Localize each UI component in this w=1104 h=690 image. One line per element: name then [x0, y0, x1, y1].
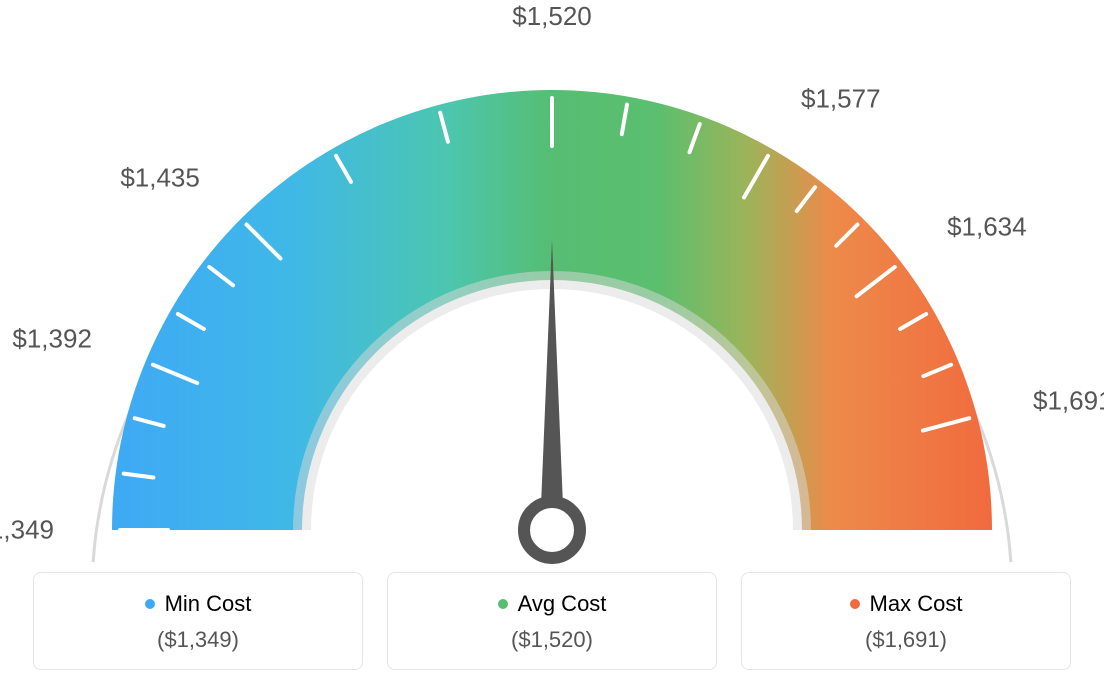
legend-title-min: Min Cost	[145, 591, 252, 617]
gauge-tick-label: $1,435	[120, 162, 200, 193]
gauge-tick-label: $1,392	[12, 324, 92, 355]
legend-value-min: ($1,349)	[44, 627, 352, 653]
legend-title-max-text: Max Cost	[870, 591, 963, 617]
legend-title-max: Max Cost	[850, 591, 963, 617]
legend-title-avg-text: Avg Cost	[518, 591, 607, 617]
legend-box-avg: Avg Cost ($1,520)	[387, 572, 717, 670]
legend: Min Cost ($1,349) Avg Cost ($1,520) Max …	[0, 572, 1104, 670]
legend-title-min-text: Min Cost	[165, 591, 252, 617]
legend-title-avg: Avg Cost	[498, 591, 607, 617]
gauge-tick-label: $1,691	[1033, 386, 1104, 417]
dot-icon-min	[145, 599, 155, 609]
legend-value-avg: ($1,520)	[398, 627, 706, 653]
legend-box-max: Max Cost ($1,691)	[741, 572, 1071, 670]
gauge-svg	[22, 20, 1082, 580]
gauge-tick-label: $1,349	[0, 515, 54, 546]
gauge-tick-label: $1,577	[801, 83, 881, 114]
gauge-tick-label: $1,634	[947, 211, 1027, 242]
gauge-tick-label: $1,520	[512, 1, 592, 32]
dot-icon-max	[850, 599, 860, 609]
gauge-chart: $1,349 $1,392 $1,435 $1,520 $1,577 $1,634 $1,6…	[0, 0, 1104, 560]
dot-icon-avg	[498, 599, 508, 609]
legend-value-max: ($1,691)	[752, 627, 1060, 653]
legend-box-min: Min Cost ($1,349)	[33, 572, 363, 670]
